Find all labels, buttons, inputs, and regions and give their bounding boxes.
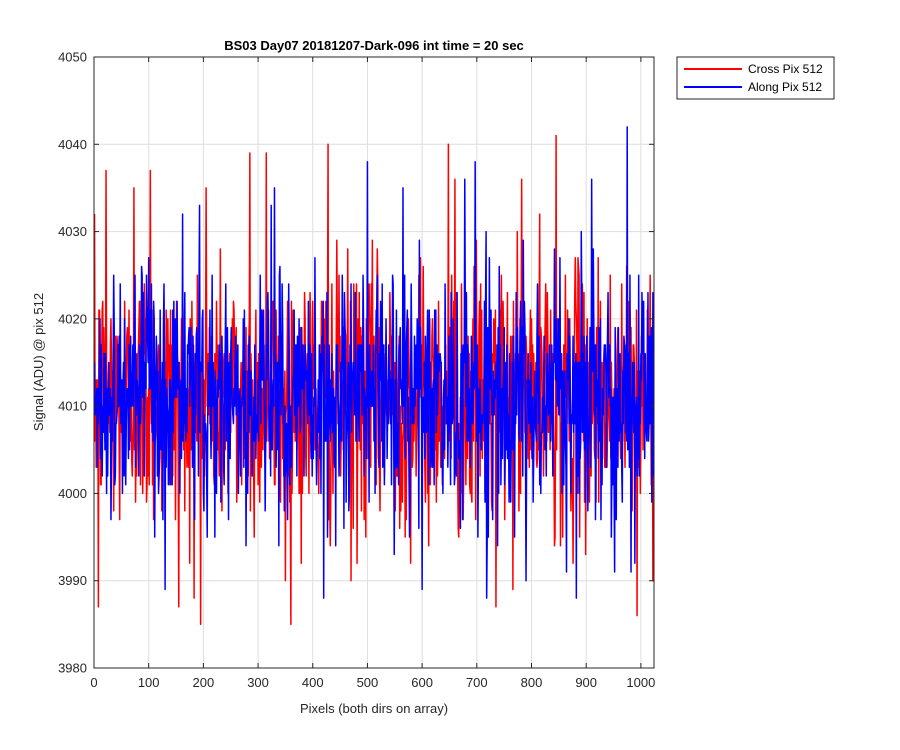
x-tick-label: 400: [302, 675, 324, 690]
x-tick-label: 300: [247, 675, 269, 690]
plot-border: [93, 56, 655, 669]
x-tick-label: 500: [357, 675, 379, 690]
legend-box: [676, 56, 835, 100]
x-tick-label: 200: [193, 675, 215, 690]
x-tick-label: 800: [521, 675, 543, 690]
y-tick-label: 4010: [58, 399, 87, 414]
x-tick-label: 600: [411, 675, 433, 690]
x-tick-label: 700: [466, 675, 488, 690]
x-tick-label: 1000: [626, 675, 655, 690]
legend-label-cross-pix: Cross Pix 512: [748, 62, 823, 76]
axis-ticks: 0 100 200 300 400 500 600 700 800 900 1000 3980 3990…: [58, 50, 655, 691]
series-group: [94, 126, 654, 626]
y-tick-label: 3980: [58, 661, 87, 676]
y-tick-label: 4030: [58, 224, 87, 239]
x-tick-label: 900: [575, 675, 597, 690]
x-axis-label: Pixels (both dirs on array): [300, 701, 448, 716]
x-tick-label: 100: [138, 675, 160, 690]
series-line-along-pix: [94, 126, 654, 599]
legend-label-along-pix: Along Pix 512: [748, 80, 822, 94]
y-tick-label: 4000: [58, 486, 87, 501]
y-tick-label: 4040: [58, 137, 87, 152]
y-tick-label: 3990: [58, 573, 87, 588]
chart-title: BS03 Day07 20181207-Dark-096 int time = …: [224, 38, 524, 53]
y-tick-label: 4050: [58, 50, 87, 65]
x-tick-label: 0: [90, 675, 97, 690]
y-axis-label: Signal (ADU) @ pix 512: [31, 293, 46, 431]
legend: Cross Pix 512 Along Pix 512: [676, 56, 835, 100]
y-tick-label: 4020: [58, 311, 87, 326]
